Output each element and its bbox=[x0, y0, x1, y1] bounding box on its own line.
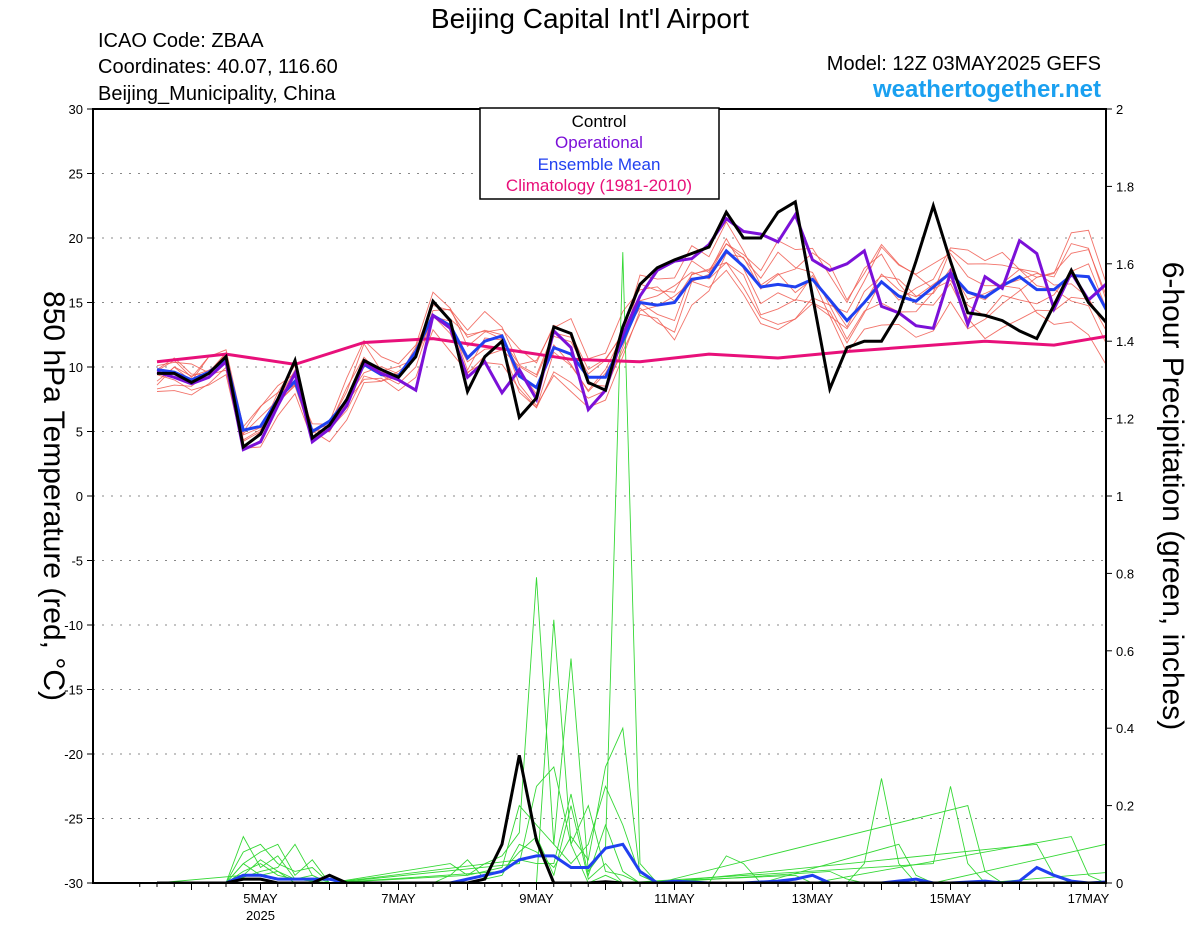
y-tick-label: 0 bbox=[76, 489, 83, 504]
y2-tick-label: 0.6 bbox=[1116, 644, 1134, 659]
control-line bbox=[157, 199, 1106, 450]
ensemble-precip-line bbox=[157, 577, 1106, 883]
legend: Control Operational Ensemble Mean Climat… bbox=[479, 107, 720, 200]
y-axis-label-left: 850 hPa Temperature (red, °C) bbox=[37, 291, 70, 701]
y-tick-label: -25 bbox=[64, 812, 83, 827]
y-axis-left: 30 25 20 15 10 5 0 -5 -10 -15 -20 -25 -30 bbox=[64, 102, 93, 891]
ensemble-precip-line bbox=[157, 619, 1106, 883]
x-date-label: 5MAY bbox=[243, 891, 278, 906]
y2-tick-label: 1.2 bbox=[1116, 412, 1134, 427]
plot-area bbox=[93, 173, 1106, 883]
y-tick-label: 10 bbox=[69, 360, 83, 375]
y2-tick-label: 1.8 bbox=[1116, 179, 1134, 194]
x-date-label: 9MAY bbox=[519, 891, 554, 906]
y-tick-label: 20 bbox=[69, 231, 83, 246]
x-year-label: 2025 bbox=[246, 908, 275, 923]
y-axis-label-right: 6-hour Precipitation (green, inches) bbox=[1156, 262, 1189, 731]
y-tick-label: -20 bbox=[64, 747, 83, 762]
chart-title: Beijing Capital Int'l Airport bbox=[431, 3, 749, 34]
x-date-label: 13MAY bbox=[792, 891, 834, 906]
x-date-label: 11MAY bbox=[654, 891, 695, 906]
y-tick-label: 30 bbox=[69, 102, 83, 117]
y2-tick-label: 0.2 bbox=[1116, 799, 1134, 814]
y-tick-label: -5 bbox=[71, 554, 83, 569]
ensemble-temperature-lines bbox=[156, 220, 1106, 451]
legend-box bbox=[479, 107, 720, 200]
precip-control-line bbox=[157, 755, 1106, 883]
x-date-label: 7MAY bbox=[381, 891, 416, 906]
y-tick-label: -10 bbox=[64, 618, 83, 633]
y2-tick-label: 1.6 bbox=[1116, 257, 1134, 272]
y-tick-label: -30 bbox=[64, 876, 83, 891]
legend-item-operational: Operational bbox=[555, 133, 643, 152]
y-axis-right: 2 1.8 1.6 1.4 1.2 1 0.8 0.6 0.4 0.2 0 bbox=[1106, 102, 1134, 891]
ensemble-precip-line bbox=[157, 252, 1106, 883]
y-tick-label: -15 bbox=[64, 683, 83, 698]
y2-tick-label: 0.4 bbox=[1116, 721, 1134, 736]
x-axis: 5MAY20257MAY9MAY11MAY13MAY15MAY17MAY19MA… bbox=[139, 883, 1110, 923]
x-date-label: 17MAY bbox=[1068, 891, 1110, 906]
ensemble-precip-line bbox=[156, 726, 1106, 883]
y2-tick-label: 2 bbox=[1116, 102, 1123, 117]
y2-tick-label: 0 bbox=[1116, 876, 1123, 891]
climatology-line bbox=[156, 334, 1106, 366]
y2-tick-label: 1.4 bbox=[1116, 334, 1134, 349]
x-date-label: 15MAY bbox=[930, 891, 972, 906]
legend-item-ensemble-mean: Ensemble Mean bbox=[538, 155, 661, 174]
site-link[interactable]: weathertogether.net bbox=[872, 76, 1101, 103]
plot-frame bbox=[92, 108, 1107, 884]
y-tick-label: 15 bbox=[69, 296, 83, 311]
ensemble-precip-line bbox=[157, 765, 1106, 883]
y-tick-label: 25 bbox=[69, 167, 83, 182]
legend-item-climatology: Climatology (1981-2010) bbox=[506, 176, 692, 195]
ensemble-precip-line bbox=[157, 778, 1106, 883]
ensemble-precip-lines bbox=[156, 252, 1106, 883]
ensemble-temperature-line bbox=[156, 246, 1106, 439]
coordinates: Coordinates: 40.07, 116.60 bbox=[98, 56, 338, 78]
main-series bbox=[156, 199, 1106, 883]
model-run: Model: 12Z 03MAY2025 GEFS bbox=[827, 53, 1101, 75]
region-name: Beijing_Municipality, China bbox=[98, 83, 336, 105]
icao-code: ICAO Code: ZBAA bbox=[98, 30, 264, 52]
ensemble-temperature-line bbox=[156, 237, 1106, 435]
legend-item-control: Control bbox=[572, 112, 627, 131]
y2-tick-label: 0.8 bbox=[1116, 566, 1134, 581]
precip-mean-line bbox=[157, 842, 1106, 883]
y-tick-label: 5 bbox=[76, 425, 83, 440]
y2-tick-label: 1 bbox=[1116, 489, 1123, 504]
